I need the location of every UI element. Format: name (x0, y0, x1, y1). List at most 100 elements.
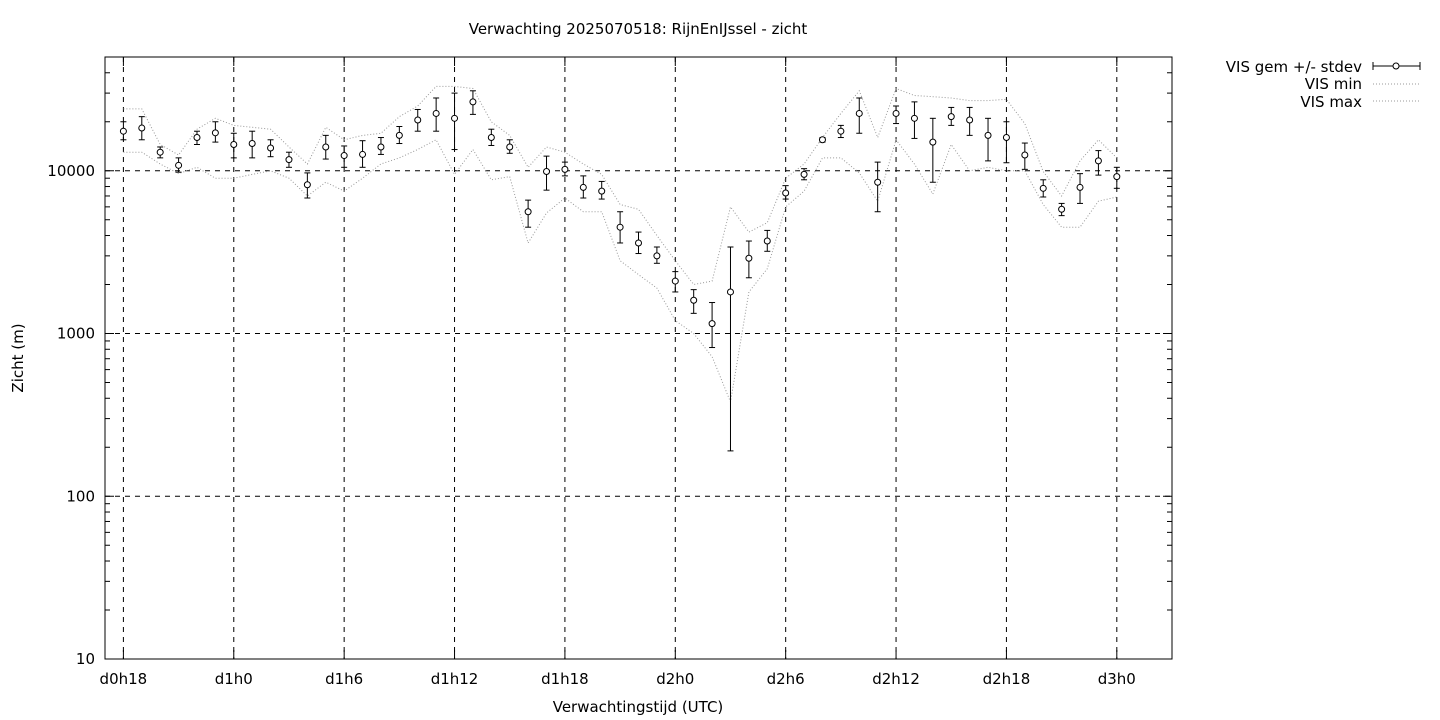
error-bar-point (910, 101, 918, 139)
error-bar-point (248, 130, 256, 159)
error-bar-point (782, 185, 790, 200)
mean-marker (1094, 157, 1102, 165)
error-bar-point (469, 90, 477, 115)
y-tick-label: 10000 (47, 162, 95, 180)
x-tick-label: d1h12 (431, 670, 479, 688)
mean-marker (726, 288, 734, 296)
legend: VIS gem +/- stdev VIS min VIS max (1226, 58, 1421, 111)
x-tick-label: d2h12 (872, 670, 920, 688)
mean-marker (119, 127, 127, 135)
mean-marker (267, 144, 275, 152)
mean-marker (1058, 205, 1066, 213)
mean-marker (138, 124, 146, 132)
error-bar-point (635, 231, 642, 255)
mean-marker (469, 98, 477, 106)
error-bar-point (524, 199, 532, 228)
mean-marker (248, 140, 256, 148)
error-bar-point (579, 175, 587, 199)
minor-ticks (105, 72, 1172, 611)
error-bar-point (671, 271, 679, 293)
error-bar-point (1002, 121, 1010, 164)
error-bar-point (598, 180, 606, 200)
error-bar-point (414, 108, 422, 132)
error-bar-point (892, 105, 900, 125)
mean-marker (193, 134, 201, 142)
error-bar-point (211, 121, 219, 143)
mean-marker (432, 109, 440, 117)
series-vis-min (123, 138, 1117, 404)
mean-marker (671, 277, 679, 285)
error-bar-point (138, 116, 146, 141)
mean-marker (175, 161, 183, 169)
x-tick-label: d1h6 (325, 670, 363, 688)
mean-marker (285, 156, 293, 164)
mean-marker (303, 181, 311, 189)
mean-marker (579, 183, 587, 191)
legend-label-min: VIS min (1305, 75, 1362, 93)
error-bar-point (984, 117, 992, 162)
error-bar-point (451, 92, 459, 151)
mean-marker (1076, 183, 1084, 191)
legend-swatch-mean (1372, 62, 1421, 70)
error-bar-point (267, 139, 275, 158)
mean-marker (874, 178, 882, 186)
error-bar-point (230, 132, 238, 159)
mean-marker (561, 165, 569, 173)
mean-marker (156, 148, 164, 156)
mean-marker (966, 116, 974, 124)
error-bar-point (874, 161, 882, 213)
series-vis-mean-stdev (119, 90, 1121, 452)
y-axis-ticks: 10 100 1000 10000 (47, 162, 1172, 668)
mean-marker (708, 320, 716, 328)
mean-marker (414, 116, 422, 124)
mean-marker (340, 152, 348, 160)
x-axis-label: Verwachtingstijd (UTC) (553, 698, 724, 716)
mean-marker (800, 170, 808, 178)
mean-marker (910, 114, 918, 122)
plot-frame (104, 56, 1173, 660)
error-bar-point (119, 121, 127, 141)
error-bar-point (377, 137, 385, 155)
mean-marker (616, 223, 624, 231)
error-bar-point (1076, 173, 1084, 204)
error-bar-point (947, 106, 955, 126)
mean-marker (782, 189, 790, 197)
mean-marker (818, 136, 826, 144)
vis-max-line (123, 85, 1118, 286)
x-axis-ticks: d0h18 d1h0 d1h6 d1h12 d1h18 d2h0 d2h6 d2h12 d2h1… (100, 57, 1136, 688)
y-tick-label: 100 (66, 487, 95, 505)
mean-marker (487, 134, 495, 142)
error-bar-point (1021, 142, 1029, 170)
mean-marker (506, 143, 514, 151)
grid-lines (105, 57, 1172, 659)
mean-marker (635, 239, 642, 247)
y-axis-label: Zicht (m) (9, 323, 27, 392)
error-bar-point (855, 97, 863, 134)
mean-marker (377, 143, 385, 151)
error-bar-point (156, 146, 164, 159)
error-bar-point (726, 246, 734, 452)
error-bar-point (818, 136, 826, 144)
mean-marker (745, 254, 753, 262)
error-bar-point (175, 157, 183, 173)
error-bar-point (1058, 202, 1066, 217)
legend-label-mean: VIS gem +/- stdev (1226, 58, 1362, 76)
error-bar-point (395, 126, 403, 145)
y-tick-label: 10 (76, 650, 95, 668)
mean-marker (1002, 134, 1010, 142)
mean-marker (1039, 184, 1047, 192)
error-bar-point (929, 117, 937, 183)
error-bar-point (1039, 179, 1047, 198)
mean-marker (359, 150, 367, 158)
series-vis-max (123, 85, 1118, 286)
mean-marker (211, 129, 219, 137)
chart-title: Verwachting 2025070518: RijnEnIJssel - z… (469, 20, 808, 38)
error-bar-point (966, 106, 974, 136)
error-bar-point (303, 172, 311, 199)
mean-marker (984, 131, 992, 139)
x-tick-label: d1h0 (215, 670, 253, 688)
mean-marker (855, 109, 863, 117)
error-bar-point (543, 155, 551, 191)
x-tick-label: d2h18 (983, 670, 1031, 688)
